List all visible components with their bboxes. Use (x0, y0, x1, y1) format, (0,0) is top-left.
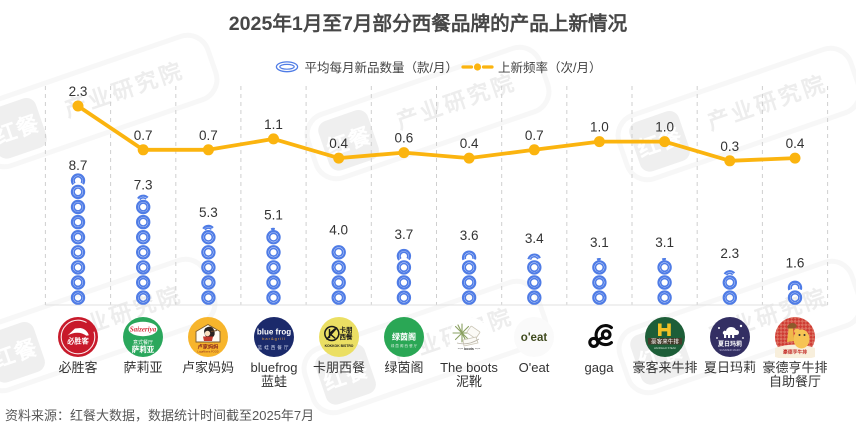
svg-text:0.4: 0.4 (786, 136, 805, 151)
svg-text:西餐: 西餐 (340, 332, 354, 341)
svg-text:卢家妈妈: 卢家妈妈 (198, 343, 219, 351)
svg-text:2.3: 2.3 (720, 246, 739, 261)
svg-text:1.0: 1.0 (590, 120, 609, 135)
svg-text:蓝蛙西餐厅: 蓝蛙西餐厅 (258, 344, 291, 351)
svg-text:~·~ boots ~·~: ~·~ boots ~·~ (458, 347, 481, 351)
svg-text:SUMMER MARY: SUMMER MARY (719, 348, 740, 352)
svg-text:3.1: 3.1 (655, 235, 674, 250)
svg-text:2.3: 2.3 (69, 84, 88, 99)
svg-text:0.7: 0.7 (134, 128, 153, 143)
svg-text:绿茵阁: 绿茵阁 (392, 332, 416, 342)
svg-text:萨莉亚: 萨莉亚 (132, 344, 155, 354)
svg-text:豪客来牛排: 豪客来牛排 (651, 337, 679, 345)
svg-text:0.4: 0.4 (460, 136, 479, 151)
svg-text:1.1: 1.1 (264, 117, 283, 132)
svg-text:HAOKELAI STEAK: HAOKELAI STEAK (654, 346, 676, 350)
svg-text:1.0: 1.0 (655, 120, 674, 135)
svg-text:5.3: 5.3 (199, 205, 218, 220)
svg-text:必胜客: 必胜客 (66, 337, 89, 346)
svg-text:0.4: 0.4 (329, 136, 348, 151)
svg-text:0.3: 0.3 (720, 139, 739, 154)
svg-text:夏日玛莉: 夏日玛莉 (717, 340, 742, 348)
svg-text:5.1: 5.1 (264, 208, 283, 223)
svg-text:绿 茵 阁 西 餐 厅: 绿 茵 阁 西 餐 厅 (391, 343, 418, 348)
svg-text:7.3: 7.3 (134, 177, 153, 192)
svg-text:KOKKOK BISTRO: KOKKOK BISTRO (325, 344, 354, 348)
svg-text:LugaMama FOOD: LugaMama FOOD (197, 350, 218, 354)
svg-text:3.4: 3.4 (525, 231, 544, 246)
svg-text:卡朋: 卡朋 (340, 325, 354, 334)
svg-text:3.6: 3.6 (460, 228, 479, 243)
svg-text:Saizeriya: Saizeriya (130, 326, 157, 334)
svg-text:3.1: 3.1 (590, 235, 609, 250)
svg-text:1.6: 1.6 (786, 256, 805, 271)
svg-text:0.7: 0.7 (525, 128, 544, 143)
svg-text:豪德亨牛排: 豪德亨牛排 (783, 349, 807, 356)
svg-text:4.0: 4.0 (329, 223, 348, 238)
svg-text:0.6: 0.6 (395, 131, 414, 146)
svg-text:o'eat: o'eat (521, 332, 548, 344)
svg-text:bar&grill: bar&grill (262, 336, 286, 341)
svg-text:8.7: 8.7 (69, 158, 88, 173)
svg-text:3.7: 3.7 (395, 227, 414, 242)
svg-text:0.7: 0.7 (199, 128, 218, 143)
svg-text:blue frog: blue frog (257, 328, 291, 337)
svg-text:意式餐厅: 意式餐厅 (133, 339, 153, 346)
